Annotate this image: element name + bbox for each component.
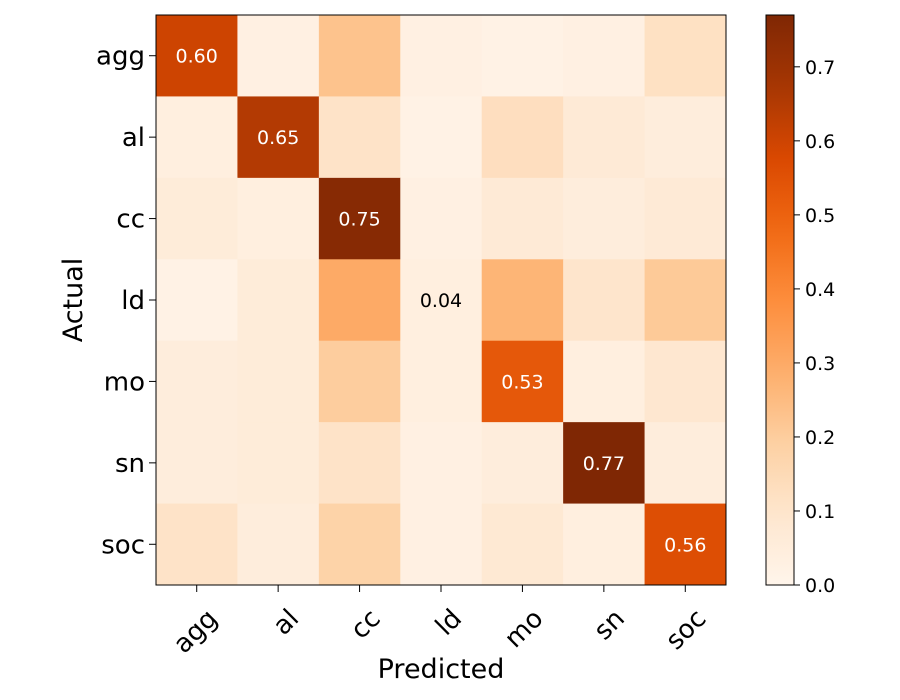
colorbar-tick-label: 0.4 (805, 279, 835, 301)
colorbar-tick-label: 0.6 (805, 131, 835, 153)
heatmap-cell-ld-cc (318, 259, 401, 342)
heatmap-cell-mo-sn (563, 340, 646, 423)
colorbar-tick-label: 0.3 (805, 353, 835, 375)
colorbar (765, 14, 795, 586)
heatmap-cell-ld-sn (563, 259, 646, 342)
heatmap-cell-soc-ld (400, 503, 483, 586)
heatmap-cell-mo-ld (400, 340, 483, 423)
heatmap-cell-soc-mo (481, 503, 564, 586)
heatmap-cells (156, 15, 727, 586)
x-tick-label-cc: cc (345, 604, 386, 645)
heatmap-cell-soc-soc (644, 503, 727, 586)
heatmap-cell-cc-ld (400, 177, 483, 260)
heatmap-cell-agg-sn (563, 15, 646, 97)
heatmap-cell-sn-al (237, 422, 320, 505)
heatmap-cell-soc-sn (563, 503, 646, 586)
y-tick-label-al: al (122, 123, 145, 153)
x-tick-label-agg: agg (168, 604, 224, 660)
heatmap-cell-cc-al (237, 177, 320, 260)
heatmap-cell-agg-soc (644, 15, 727, 97)
heatmap-cell-cc-sn (563, 177, 646, 260)
heatmap-cell-sn-sn (563, 422, 646, 505)
heatmap-cell-cc-soc (644, 177, 727, 260)
heatmap-cell-sn-soc (644, 422, 727, 505)
cell-value-label: 0.75 (338, 209, 380, 231)
heatmap-cell-sn-agg (156, 422, 238, 505)
x-tick-label-al: al (268, 604, 306, 642)
y-axis-ticks: agg al cc ld mo sn soc (96, 42, 156, 560)
heatmap-cell-al-sn (563, 96, 646, 179)
heatmap-cell-cc-agg (156, 177, 238, 260)
heatmap-cell-agg-ld (400, 15, 483, 97)
x-tick-label-sn: sn (588, 604, 630, 646)
heatmap-cell-ld-al (237, 259, 320, 342)
heatmap-cell-sn-ld (400, 422, 483, 505)
heatmap-cell-agg-al (237, 15, 320, 97)
colorbar-ticks: 0.0 0.1 0.2 0.3 0.4 0.5 0.6 0.7 (794, 57, 835, 597)
heatmap-cell-mo-soc (644, 340, 727, 423)
colorbar-tick-label: 0.1 (805, 501, 835, 523)
heatmap-cell-sn-cc (318, 422, 401, 505)
heatmap-cell-sn-mo (481, 422, 564, 505)
cell-value-label: 0.56 (664, 534, 706, 556)
y-tick-label-cc: cc (116, 205, 145, 235)
cell-value-label: 0.65 (257, 127, 299, 149)
cell-value-label: 0.04 (420, 290, 462, 312)
heatmap-cell-agg-mo (481, 15, 564, 97)
x-tick-label-soc: soc (660, 604, 712, 656)
heatmap-cell-cc-mo (481, 177, 564, 260)
cell-value-label: 0.77 (583, 453, 625, 475)
heatmap-cell-ld-agg (156, 259, 238, 342)
heatmap-cell-cc-cc (318, 177, 401, 260)
x-axis-ticks: agg al cc ld mo sn soc (168, 585, 712, 660)
heatmap-cell-soc-al (237, 503, 320, 586)
cell-value-label: 0.53 (501, 371, 543, 393)
y-tick-label-soc: soc (101, 530, 145, 560)
heatmap-cell-al-cc (318, 96, 401, 179)
colorbar-tick-label: 0.7 (805, 57, 835, 79)
y-axis-label: Actual (58, 258, 89, 343)
heatmap-cell-mo-cc (318, 340, 401, 423)
heatmap-cell-al-soc (644, 96, 727, 179)
colorbar-tick-label: 0.0 (805, 575, 835, 597)
heatmap-cell-agg-cc (318, 15, 401, 97)
heatmap-cell-ld-ld (400, 259, 483, 342)
y-tick-label-sn: sn (115, 449, 145, 479)
heatmap-cell-labels: 0.60 0.65 0.75 0.04 0.53 0.77 0.56 (176, 46, 707, 557)
heatmap-cell-ld-soc (644, 259, 727, 342)
y-tick-label-ld: ld (121, 286, 145, 316)
heatmap-cell-al-agg (156, 96, 238, 179)
x-tick-label-ld: ld (430, 604, 468, 642)
heatmap-cell-mo-agg (156, 340, 238, 423)
heatmap-cell-al-ld (400, 96, 483, 179)
colorbar-tick-label: 0.5 (805, 205, 835, 227)
y-tick-label-agg: agg (96, 42, 145, 72)
y-tick-label-mo: mo (104, 367, 145, 397)
heatmap-cell-al-al (237, 96, 320, 179)
heatmap-cell-mo-mo (481, 340, 564, 423)
x-axis-label: Predicted (378, 654, 505, 685)
x-tick-label-mo: mo (499, 604, 549, 654)
heatmap-cell-ld-mo (481, 259, 564, 342)
heatmap-cell-agg-agg (156, 15, 238, 97)
heatmap-cell-soc-cc (318, 503, 401, 586)
heatmap-cell-soc-agg (156, 503, 238, 586)
heatmap-cell-al-mo (481, 96, 564, 179)
cell-value-label: 0.60 (176, 46, 218, 68)
colorbar-tick-label: 0.2 (805, 427, 835, 449)
heatmap-cell-mo-al (237, 340, 320, 423)
